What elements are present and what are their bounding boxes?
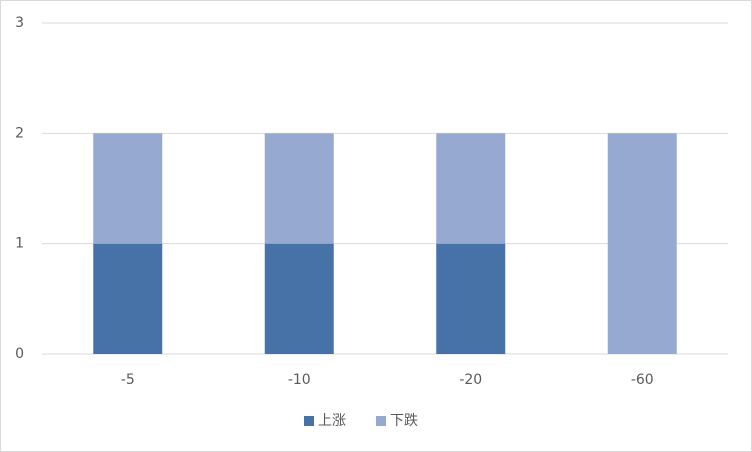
y-tick-label: 1: [15, 236, 24, 252]
x-tick-label: -10: [288, 372, 311, 388]
x-tick-label: -5: [121, 372, 135, 388]
bar-segment: [607, 133, 677, 354]
bar-segment: [93, 133, 163, 244]
legend-label: 上涨: [318, 413, 346, 429]
bar-segment: [93, 243, 163, 354]
legend-swatch: [376, 416, 386, 426]
y-tick-label: 0: [15, 346, 24, 362]
x-tick-label: -20: [459, 372, 482, 388]
legend-swatch: [304, 416, 314, 426]
bar-segment: [436, 133, 506, 244]
y-tick-label: 3: [15, 15, 24, 31]
x-tick-label: -60: [631, 372, 654, 388]
bar-segment: [264, 133, 334, 244]
bar-segment: [264, 243, 334, 354]
bar-segment: [436, 243, 506, 354]
legend-label: 下跌: [390, 413, 418, 429]
y-tick-label: 2: [15, 125, 24, 141]
